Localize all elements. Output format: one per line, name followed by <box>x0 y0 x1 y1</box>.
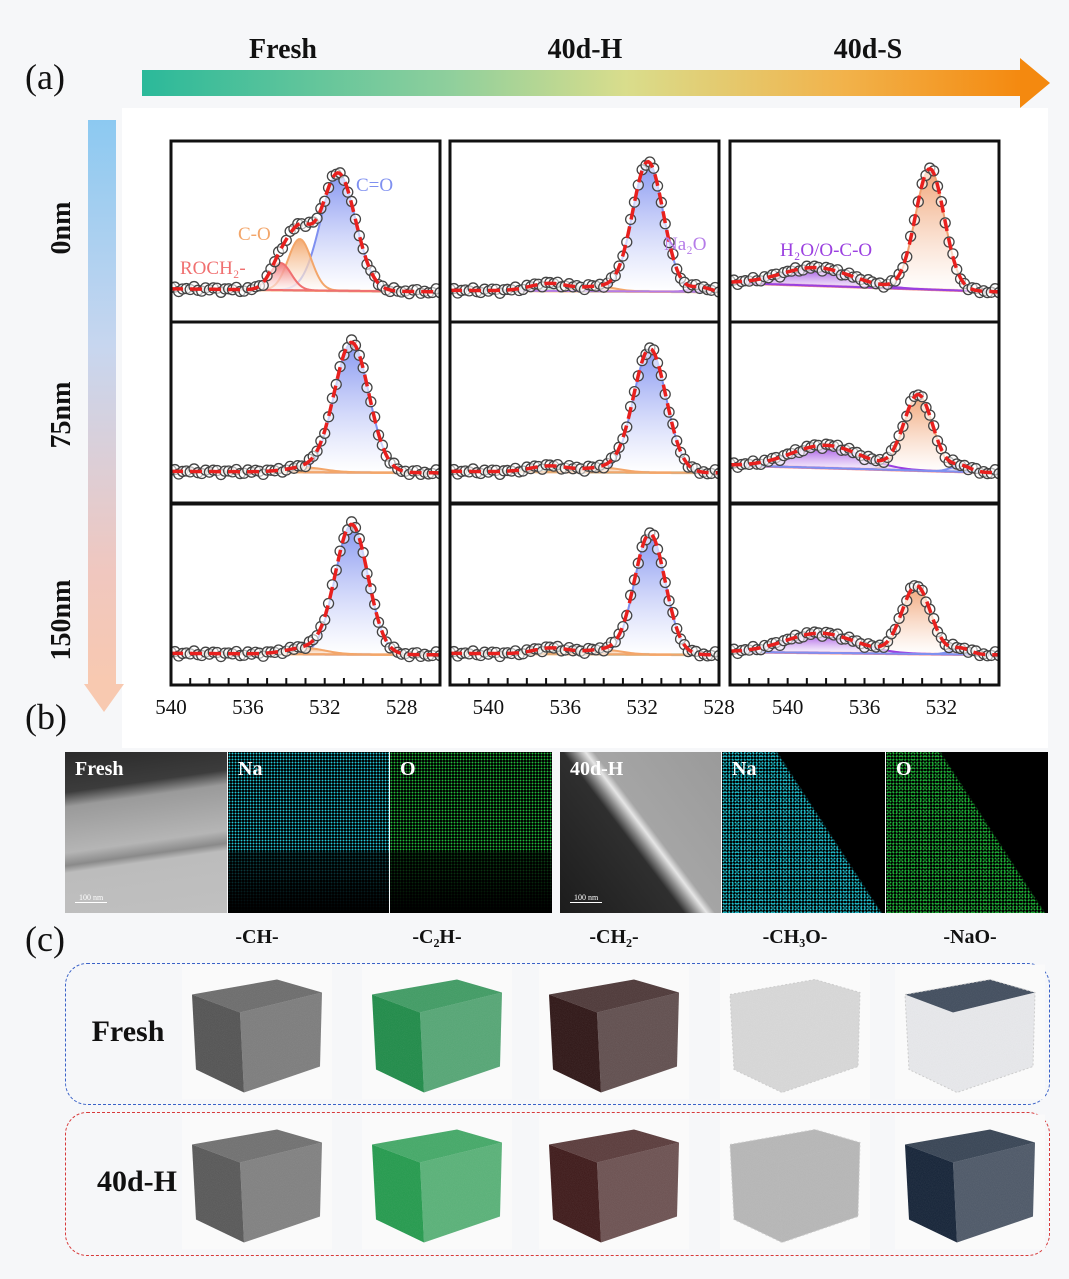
tof-sims-3d-cube <box>362 1114 512 1250</box>
data-point <box>257 279 269 291</box>
x-tick-label: 528 <box>386 695 418 719</box>
x-tick-label: 532 <box>626 695 658 719</box>
xps-panel <box>728 320 1001 505</box>
panel-frame <box>728 502 1001 687</box>
fragment-label: -CH₂- <box>589 926 639 948</box>
tem-image: Fresh 100 nm <box>65 752 227 913</box>
envelope-fit-line <box>730 392 999 475</box>
xps-panel <box>169 320 442 505</box>
tof-sims-3d-cube <box>362 964 512 1100</box>
x-tick-label: 540 <box>155 695 187 719</box>
tof-sims-3d-cube <box>720 964 870 1100</box>
aged-group-box <box>65 1112 1050 1256</box>
envelope-fit-line <box>171 522 440 657</box>
xps-panel: 540 536 532 <box>728 502 1001 719</box>
envelope-fit-line <box>171 340 440 475</box>
fit-component-peak <box>171 523 440 656</box>
fragment-label: -CH₃O- <box>762 926 828 948</box>
eds-map-na: Na <box>228 752 389 913</box>
xps-panel: C=O C-O ROCH₂- <box>169 139 442 324</box>
fit-component-peak <box>171 341 440 474</box>
peak-label: C-O <box>238 224 271 245</box>
peak-label: Na₂O <box>664 234 707 255</box>
fit-component-peak <box>730 464 999 474</box>
x-tick-label: 528 <box>703 695 735 719</box>
stage-label-40d-h: 40d-H <box>547 34 623 65</box>
sample-label: Fresh <box>91 1015 165 1048</box>
envelope-fit-line <box>730 583 999 657</box>
sample-label: 40d-H <box>96 1165 178 1198</box>
x-tick-label: 540 <box>473 695 505 719</box>
tile-label: O <box>896 758 912 780</box>
tof-sims-3d-cube <box>182 964 332 1100</box>
data-point <box>651 543 664 555</box>
tof-sims-3d-cube <box>720 1114 870 1250</box>
scale-bar: 100 nm <box>75 893 108 903</box>
panel-frame <box>728 320 1001 505</box>
tile-label: O <box>400 758 416 780</box>
x-tick-label: 536 <box>232 695 264 719</box>
peak-label: H₂O/O-C-O <box>780 240 872 261</box>
envelope-fit-line <box>171 171 440 294</box>
xps-panel <box>448 320 721 505</box>
envelope-fit-line <box>450 159 719 293</box>
tof-sims-3d-cube <box>182 1114 332 1250</box>
panel-label-c: (c) <box>25 919 65 959</box>
envelope-fit-line <box>450 346 719 475</box>
tof-sims-3d-cube <box>539 1114 689 1250</box>
stage-label-40d-s: 40d-S <box>833 34 903 65</box>
stage-label-fresh: Fresh <box>249 34 317 65</box>
stage-arrow-head-icon <box>1020 58 1050 108</box>
x-tick-label: 532 <box>926 695 958 719</box>
x-tick-label: 540 <box>772 695 804 719</box>
fresh-group-box <box>65 963 1050 1105</box>
xps-panel: H₂O/O-C-O <box>728 139 1001 324</box>
fragment-label: -NaO- <box>943 926 997 948</box>
fragment-label: -CH- <box>235 926 279 948</box>
x-tick-label: 532 <box>309 695 341 719</box>
eds-map-o: O <box>390 752 552 913</box>
tile-label: Na <box>732 758 757 780</box>
panel-label-b: (b) <box>25 697 67 737</box>
eds-map-o: O <box>886 752 1048 913</box>
tile-label: Na <box>238 758 263 780</box>
panel-label-a: (a) <box>25 57 65 97</box>
scale-bar: 100 nm <box>570 893 603 903</box>
eds-map-na: Na <box>722 752 885 913</box>
tof-sims-3d-cube <box>895 964 1045 1100</box>
tile-label: 40d-H <box>570 758 624 780</box>
xps-panel: Na₂O <box>448 139 721 324</box>
peak-label: C=O <box>356 175 393 196</box>
depth-arrow-head-icon <box>84 684 124 712</box>
fragment-label: -C₂H- <box>412 926 462 948</box>
x-tick-label: 536 <box>550 695 582 719</box>
tof-sims-3d-cube <box>539 964 689 1100</box>
panel-frame <box>728 139 1001 324</box>
tof-sims-3d-cube <box>895 1114 1045 1250</box>
envelope-fit-line <box>730 166 999 294</box>
stage-arrow-bar <box>142 70 1022 96</box>
peak-label: ROCH₂- <box>180 258 246 279</box>
data-point <box>651 357 664 369</box>
x-tick-label: 536 <box>849 695 881 719</box>
tem-image: 40d-H 100 nm <box>560 752 721 913</box>
depth-arrow-bar <box>88 120 116 685</box>
envelope-fit-line <box>450 531 719 657</box>
tile-label: Fresh <box>75 758 124 780</box>
xps-panel: 540 536 532 528 <box>448 502 735 719</box>
xps-panel: 540 536 532 528 <box>155 502 442 719</box>
